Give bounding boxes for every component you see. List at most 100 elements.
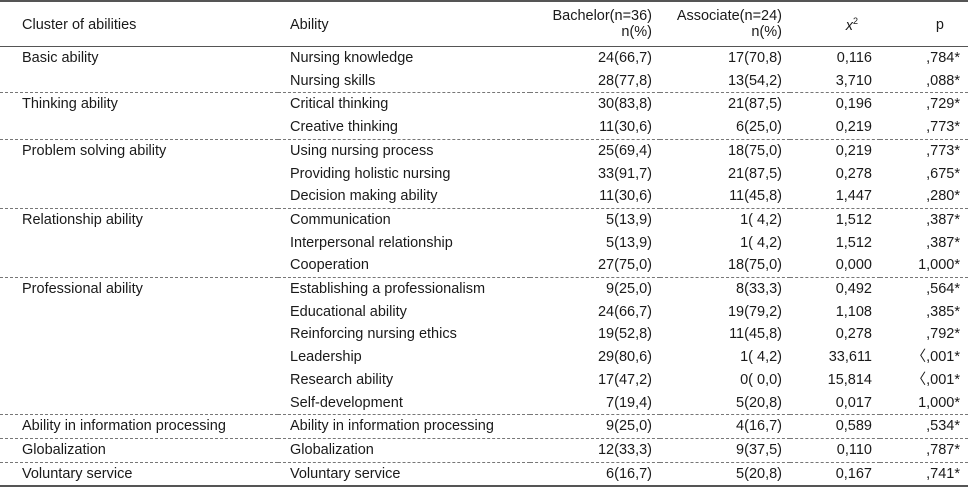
cell-bachelor: 7(19,4) bbox=[606, 394, 652, 411]
table-row: Educational ability 24(66,7) 19(79,2) 1,108… bbox=[0, 301, 968, 324]
table-row: Decision making ability 11(30,6) 11(45,8) 1… bbox=[0, 185, 968, 208]
cell-chi-square: 0,116 bbox=[836, 50, 872, 66]
cell-bachelor: 30(83,8) bbox=[530, 92, 660, 117]
cell-p: ,387* bbox=[880, 207, 968, 232]
table-row: Nursing skills 28(77,8) 13(54,2) 3,710 ,088* bbox=[0, 70, 968, 93]
cell-chi-square: 0,589 bbox=[790, 414, 880, 439]
cell-ability: Educational ability bbox=[290, 303, 407, 320]
cell-associate: 21(87,5) bbox=[660, 92, 790, 117]
cell-bachelor: 5(13,9) bbox=[606, 234, 652, 251]
cell-p: ,564* bbox=[880, 277, 968, 301]
table-row: Thinking ability Critical thinking 30(83,8… bbox=[0, 92, 968, 117]
cell-associate: 19(79,2) bbox=[727, 303, 782, 320]
cell-cluster: Professional ability bbox=[0, 277, 278, 301]
header-chi-square: x2 bbox=[790, 0, 880, 47]
table-row: Providing holistic nursing 33(91,7) 21(87,… bbox=[0, 163, 968, 186]
cell-associate: 9(37,5) bbox=[660, 437, 790, 463]
cell-associate: 21(87,5) bbox=[727, 165, 782, 182]
cell-ability: Nursing skills bbox=[290, 72, 376, 89]
cell-p: ,729* bbox=[880, 92, 968, 117]
cell-bachelor: 9(25,0) bbox=[530, 277, 660, 301]
cell-cluster bbox=[0, 323, 278, 346]
cell-associate: 1( 4,2) bbox=[740, 349, 782, 366]
cell-ability: Cooperation bbox=[290, 257, 369, 274]
cell-p: ,792* bbox=[926, 326, 960, 343]
cell-cluster bbox=[0, 301, 278, 324]
table-row: Creative thinking 11(30,6) 6(25,0) 0,219 ,77… bbox=[0, 116, 968, 139]
chi-superscript: 2 bbox=[852, 16, 858, 27]
header-associate-sub: n(%) bbox=[660, 24, 790, 47]
cell-ability: Using nursing process bbox=[278, 138, 530, 163]
cell-p: ,385* bbox=[926, 303, 960, 320]
cell-ability: Reinforcing nursing ethics bbox=[290, 326, 457, 343]
cell-associate: 11(45,8) bbox=[729, 188, 782, 205]
cell-associate: 0( 0,0) bbox=[740, 371, 782, 388]
header-bachelor: Bachelor(n=36) bbox=[530, 0, 660, 24]
cell-p: ,784* bbox=[926, 50, 960, 66]
cell-bachelor: 28(77,8) bbox=[597, 72, 652, 89]
table-row: Professional ability Establishing a profe… bbox=[0, 277, 968, 301]
cell-ability: Globalization bbox=[278, 437, 530, 463]
cell-p: 1,000* bbox=[918, 257, 960, 274]
cell-chi-square: 0,196 bbox=[790, 92, 880, 117]
cell-ability: Research ability bbox=[290, 371, 394, 388]
cell-associate: 8(33,3) bbox=[660, 277, 790, 301]
cell-ability: Critical thinking bbox=[278, 92, 530, 117]
cell-bachelor: 24(66,7) bbox=[597, 303, 652, 320]
cell-bachelor: 27(75,0) bbox=[597, 257, 652, 274]
cell-chi-square: 0,219 bbox=[835, 119, 872, 136]
cell-p: ,787* bbox=[880, 437, 968, 463]
cell-chi-square: 0,219 bbox=[790, 138, 880, 163]
table-row: Interpersonal relationship 5(13,9) 1( 4,2)… bbox=[0, 232, 968, 255]
cell-chi-square: 33,611 bbox=[828, 349, 872, 366]
cell-p: 1,000* bbox=[918, 394, 960, 411]
cell-p: 〈,001* bbox=[911, 349, 960, 366]
table-row: Reinforcing nursing ethics 19(52,8) 11(45,… bbox=[0, 323, 968, 346]
cell-cluster bbox=[0, 254, 278, 277]
table-row: Ability in information processing Ability… bbox=[0, 414, 968, 439]
cell-associate: 6(25,0) bbox=[736, 119, 782, 136]
cell-associate: 17(70,8) bbox=[727, 50, 782, 66]
cell-p: ,773* bbox=[880, 138, 968, 163]
cell-chi-square: 1,512 bbox=[835, 234, 872, 251]
header-p: p bbox=[880, 0, 968, 47]
cell-chi-square: 0,110 bbox=[790, 437, 880, 463]
cell-ability: Nursing knowledge bbox=[290, 50, 414, 66]
cell-chi-square: 0,017 bbox=[835, 394, 872, 411]
cell-chi-square: 3,710 bbox=[835, 72, 872, 89]
cell-cluster bbox=[0, 369, 278, 392]
cell-chi-square: 0,492 bbox=[790, 277, 880, 301]
cell-ability: Ability in information processing bbox=[278, 414, 530, 439]
cell-associate: 13(54,2) bbox=[727, 72, 782, 89]
cell-chi-square: 15,814 bbox=[827, 371, 872, 388]
cell-associate: 1( 4,2) bbox=[740, 234, 782, 251]
table-row: Relationship ability Communication 5(13,9)… bbox=[0, 207, 968, 232]
header-associate: Associate(n=24) bbox=[660, 0, 790, 24]
table-row: Self-development 7(19,4) 5(20,8) 0,017 1,000… bbox=[0, 392, 968, 415]
cell-chi-square: 1,447 bbox=[835, 188, 872, 205]
cell-associate: 18(75,0) bbox=[727, 257, 782, 274]
cell-associate: 11(45,8) bbox=[729, 326, 782, 343]
cell-cluster: Ability in information processing bbox=[0, 414, 278, 439]
cell-chi-square: 1,512 bbox=[790, 207, 880, 232]
table-header: Cluster of abilities Ability Bachelor(n=… bbox=[0, 0, 968, 47]
table-row: Leadership 29(80,6) 1( 4,2) 33,611 〈,001* bbox=[0, 346, 968, 369]
cell-cluster bbox=[0, 116, 278, 139]
cell-associate: 4(16,7) bbox=[660, 414, 790, 439]
cell-bachelor: 24(66,7) bbox=[597, 50, 652, 66]
header-cluster: Cluster of abilities bbox=[0, 0, 278, 47]
cell-chi-square: 1,108 bbox=[835, 303, 872, 320]
cell-ability: Interpersonal relationship bbox=[290, 234, 453, 251]
cell-ability: Self-development bbox=[290, 394, 403, 411]
cell-cluster bbox=[0, 70, 278, 93]
cell-cluster bbox=[0, 232, 278, 255]
cell-ability: Communication bbox=[278, 207, 530, 232]
cell-p: 〈,001* bbox=[911, 371, 960, 388]
cell-associate: 5(20,8) bbox=[736, 394, 782, 411]
cell-bachelor: 29(80,6) bbox=[597, 349, 652, 366]
cell-cluster: Globalization bbox=[0, 437, 278, 463]
cell-ability: Leadership bbox=[290, 349, 362, 366]
cell-bachelor: 12(33,3) bbox=[530, 437, 660, 463]
cell-bachelor: 11(30,6) bbox=[599, 188, 652, 205]
